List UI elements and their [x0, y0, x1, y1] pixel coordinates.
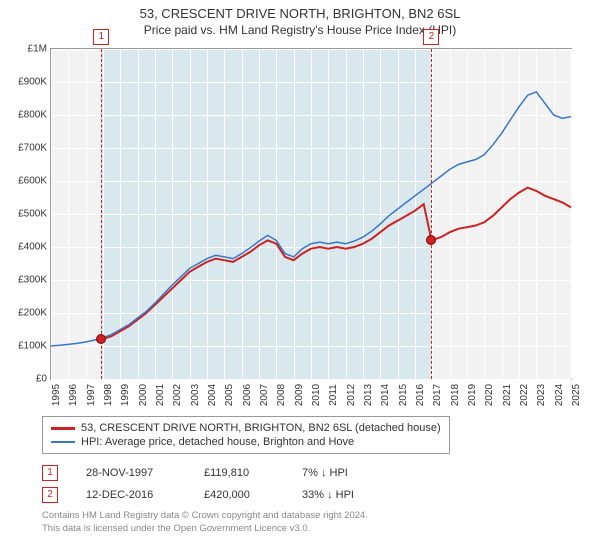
transaction-price: £119,810	[204, 467, 274, 479]
x-axis-label: 2013	[363, 384, 374, 406]
x-axis-label: 2001	[155, 384, 166, 406]
y-axis-label: £300K	[18, 275, 51, 286]
x-axis-label: 1995	[51, 384, 62, 406]
marker-box: 2	[423, 29, 439, 45]
x-axis-label: 2021	[502, 384, 513, 406]
x-axis-label: 2008	[276, 384, 287, 406]
x-axis-label: 1998	[103, 384, 114, 406]
transaction-row: 2 12-DEC-2016 £420,000 33% ↓ HPI	[42, 484, 412, 506]
x-axis-label: 2022	[519, 384, 530, 406]
series-hpi	[51, 92, 571, 346]
x-axis-label: 2011	[328, 384, 339, 406]
marker-box: 1	[93, 29, 109, 45]
y-axis-label: £500K	[18, 209, 51, 220]
y-axis-label: £400K	[18, 242, 51, 253]
x-axis-label: 1996	[68, 384, 79, 406]
transaction-point	[96, 334, 106, 344]
gridline-h	[51, 379, 571, 380]
legend-swatch	[51, 427, 75, 430]
transaction-date: 12-DEC-2016	[86, 489, 176, 501]
transaction-price: £420,000	[204, 489, 274, 501]
series-svg	[51, 49, 571, 379]
x-axis-label: 2012	[346, 384, 357, 406]
x-axis-label: 2019	[467, 384, 478, 406]
x-axis-label: 2003	[190, 384, 201, 406]
y-axis-label: £900K	[18, 77, 51, 88]
series-property	[101, 188, 571, 340]
transaction-pct: 7% ↓ HPI	[302, 467, 412, 479]
x-axis-label: 2006	[242, 384, 253, 406]
marker-badge: 1	[42, 465, 58, 481]
x-axis-label: 2009	[294, 384, 305, 406]
transaction-pct: 33% ↓ HPI	[302, 489, 412, 501]
y-axis-label: £0	[36, 374, 51, 385]
x-axis-label: 2010	[311, 384, 322, 406]
footer-line: This data is licensed under the Open Gov…	[42, 523, 368, 536]
x-axis-label: 2024	[554, 384, 565, 406]
legend-item: HPI: Average price, detached house, Brig…	[51, 435, 441, 449]
x-axis-label: 2025	[571, 384, 582, 406]
footer-attribution: Contains HM Land Registry data © Crown c…	[42, 510, 368, 536]
chart-subtitle: Price paid vs. HM Land Registry's House …	[0, 21, 600, 41]
transaction-point	[426, 235, 436, 245]
x-axis-label: 2020	[484, 384, 495, 406]
x-axis-label: 2014	[380, 384, 391, 406]
x-axis-label: 2016	[415, 384, 426, 406]
x-axis-label: 2000	[138, 384, 149, 406]
legend-label: 53, CRESCENT DRIVE NORTH, BRIGHTON, BN2 …	[81, 422, 441, 434]
marker-line	[431, 49, 432, 379]
y-axis-label: £1M	[28, 44, 51, 55]
x-axis-label: 1999	[120, 384, 131, 406]
legend-item: 53, CRESCENT DRIVE NORTH, BRIGHTON, BN2 …	[51, 421, 441, 435]
chart-container: 53, CRESCENT DRIVE NORTH, BRIGHTON, BN2 …	[0, 0, 600, 560]
gridline-v	[571, 49, 572, 379]
transaction-row: 1 28-NOV-1997 £119,810 7% ↓ HPI	[42, 462, 412, 484]
x-axis-label: 2004	[207, 384, 218, 406]
marker-line	[101, 49, 102, 379]
legend-label: HPI: Average price, detached house, Brig…	[81, 436, 354, 448]
y-axis-label: £100K	[18, 341, 51, 352]
y-axis-label: £200K	[18, 308, 51, 319]
footer-line: Contains HM Land Registry data © Crown c…	[42, 510, 368, 523]
x-axis-label: 2005	[224, 384, 235, 406]
y-axis-label: £700K	[18, 143, 51, 154]
transaction-date: 28-NOV-1997	[86, 467, 176, 479]
x-axis-label: 2018	[450, 384, 461, 406]
x-axis-label: 2002	[172, 384, 183, 406]
y-axis-label: £600K	[18, 176, 51, 187]
legend-swatch	[51, 441, 75, 443]
x-axis-label: 2023	[536, 384, 547, 406]
x-axis-label: 2017	[432, 384, 443, 406]
x-axis-label: 2007	[259, 384, 270, 406]
chart-plot-area: £0£100K£200K£300K£400K£500K£600K£700K£80…	[50, 48, 572, 380]
y-axis-label: £800K	[18, 110, 51, 121]
legend: 53, CRESCENT DRIVE NORTH, BRIGHTON, BN2 …	[42, 416, 450, 454]
chart-title: 53, CRESCENT DRIVE NORTH, BRIGHTON, BN2 …	[0, 0, 600, 21]
transaction-table: 1 28-NOV-1997 £119,810 7% ↓ HPI 2 12-DEC…	[42, 462, 412, 506]
x-axis-label: 2015	[398, 384, 409, 406]
marker-badge: 2	[42, 487, 58, 503]
x-axis-label: 1997	[86, 384, 97, 406]
